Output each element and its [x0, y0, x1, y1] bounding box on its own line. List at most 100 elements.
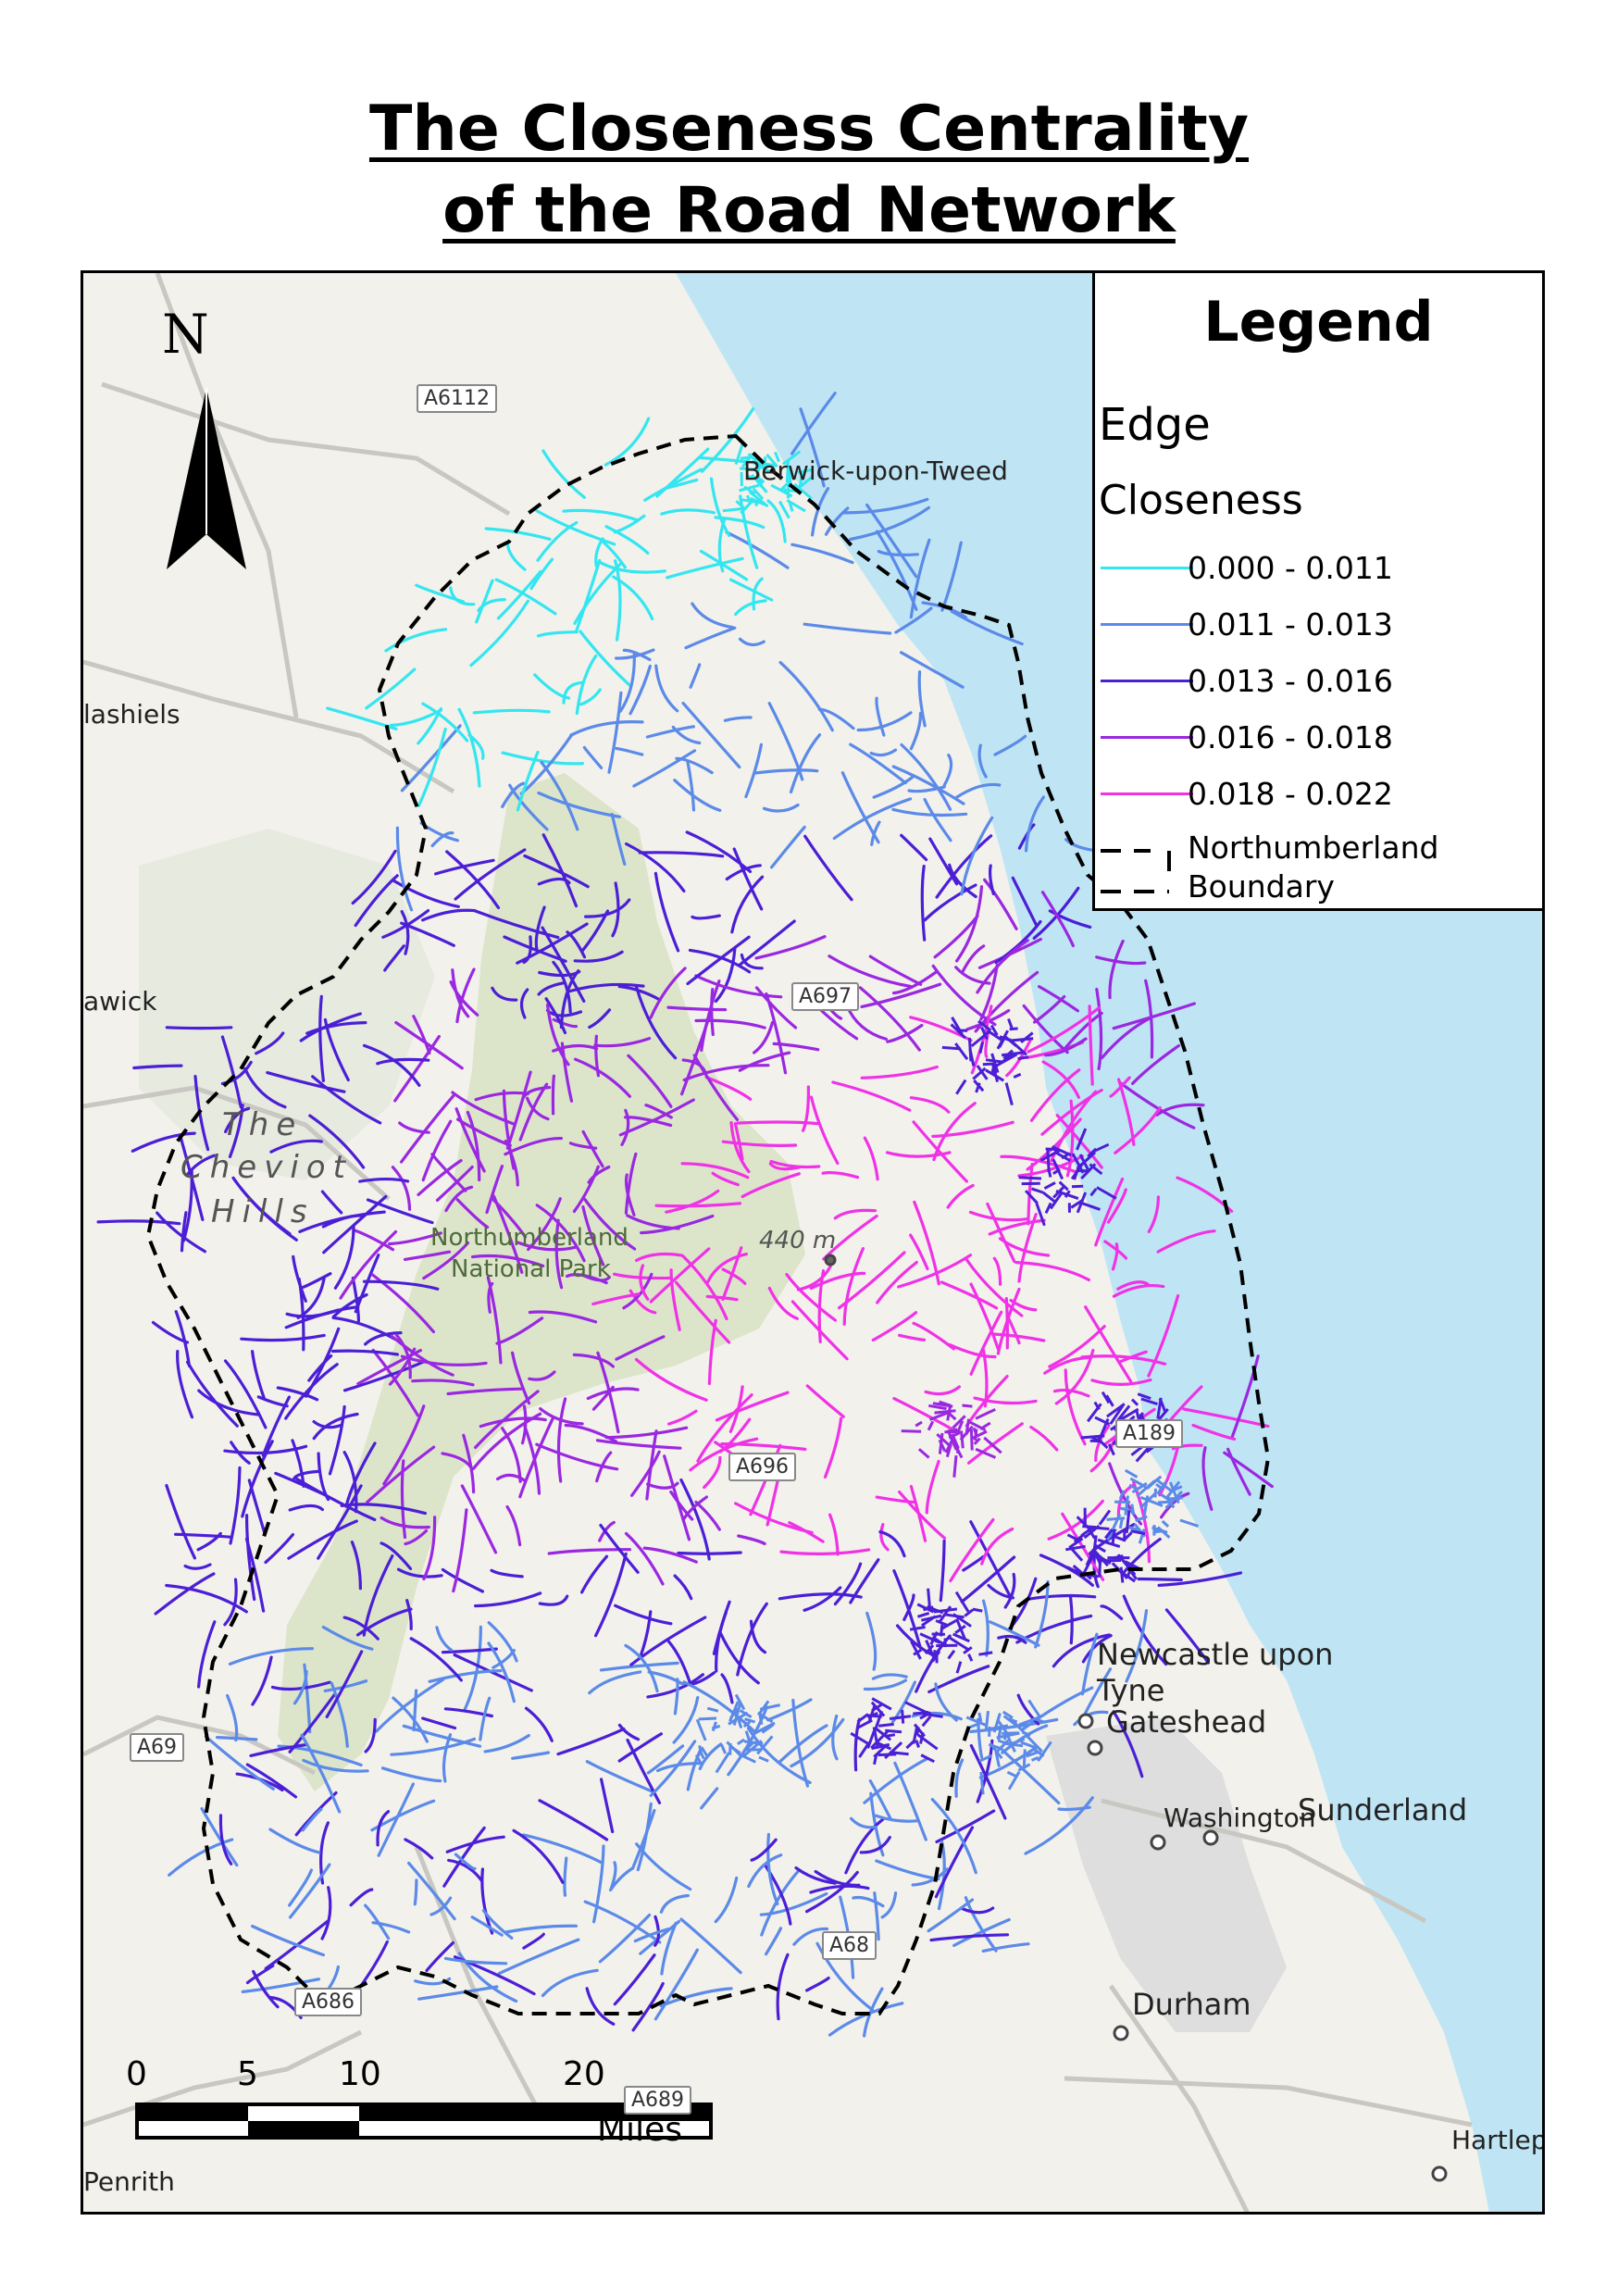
- network-edge: [421, 702, 469, 742]
- network-edge-urban: [1135, 1447, 1150, 1463]
- network-edge: [638, 851, 725, 858]
- map-canvas[interactable]: [83, 273, 1545, 2215]
- network-edge: [176, 1350, 194, 1419]
- network-edge: [302, 1272, 332, 1289]
- network-edge: [412, 1015, 431, 1055]
- network-edge: [579, 688, 602, 706]
- network-edge: [428, 1669, 503, 1683]
- road-network[interactable]: [96, 392, 1274, 2038]
- network-edge: [321, 1625, 374, 1651]
- network-edge-urban: [956, 1420, 965, 1432]
- network-edge: [602, 541, 627, 569]
- network-edge: [892, 1569, 922, 1650]
- network-edge: [622, 1272, 653, 1310]
- network-edge: [863, 1678, 908, 1691]
- network-edge-urban: [934, 1409, 956, 1415]
- network-edge: [1108, 939, 1125, 1000]
- network-edge: [680, 1162, 750, 1179]
- network-edge: [241, 1440, 274, 1518]
- network-edge-urban: [885, 1728, 902, 1734]
- network-edge: [868, 955, 923, 986]
- network-edge-urban: [990, 1062, 997, 1074]
- network-edge-urban: [901, 1429, 922, 1433]
- legend-swatch-4: [1101, 736, 1193, 739]
- network-edge: [524, 1706, 554, 1742]
- network-edge-urban: [1118, 1490, 1126, 1500]
- network-edge-urban: [947, 1649, 956, 1660]
- network-edge-urban: [1088, 1528, 1096, 1540]
- network-edge: [435, 1165, 474, 1202]
- network-edge: [1047, 1499, 1104, 1541]
- network-edge: [964, 1896, 998, 1953]
- network-edge: [890, 1680, 916, 1724]
- network-edge: [449, 586, 476, 606]
- network-edge: [666, 556, 744, 580]
- network-edge-urban: [1052, 1167, 1061, 1175]
- network-edge: [823, 1416, 843, 1479]
- title-line-2: of the Road Network: [442, 174, 1176, 247]
- network-edge: [700, 1787, 719, 1810]
- network-edge: [185, 1154, 216, 1178]
- network-edge: [487, 1621, 518, 1663]
- network-edge: [984, 1030, 989, 1058]
- network-edge-urban: [873, 1753, 878, 1766]
- network-edge: [617, 1732, 663, 1763]
- network-edge-urban: [732, 1703, 742, 1726]
- network-edge: [1027, 1005, 1101, 1054]
- network-edge: [269, 1139, 323, 1154]
- network-edge: [251, 1350, 267, 1401]
- label-hartlepool: Hartlep: [1451, 2125, 1545, 2155]
- network-edge-urban: [975, 1082, 981, 1093]
- network-edge-urban: [923, 1605, 934, 1612]
- network-edge-urban: [1089, 1188, 1098, 1197]
- network-edge: [491, 986, 518, 1002]
- network-edge: [686, 935, 751, 986]
- network-edge: [421, 1119, 453, 1182]
- network-edge: [925, 1459, 940, 1515]
- network-edge-urban: [1098, 1509, 1112, 1526]
- network-edge: [396, 1567, 443, 1578]
- network-edge: [705, 1294, 739, 1302]
- network-edge: [617, 1723, 641, 1741]
- network-edge: [679, 1479, 711, 1561]
- network-edge: [779, 1548, 871, 1555]
- network-edge: [833, 1208, 877, 1220]
- network-edge-urban: [745, 474, 765, 483]
- network-edge: [541, 926, 586, 1003]
- network-edge-urban: [1114, 1566, 1136, 1583]
- network-edge-urban: [1044, 1202, 1052, 1215]
- network-edge-urban: [736, 1716, 748, 1726]
- network-edge-urban: [1156, 1397, 1163, 1419]
- network-edge: [575, 558, 602, 633]
- network-edge: [632, 749, 697, 788]
- network-edge: [988, 1218, 1046, 1236]
- network-edge: [362, 1043, 421, 1087]
- network-edge-urban: [885, 1733, 896, 1738]
- network-edge-urban: [1049, 1191, 1064, 1210]
- network-edge-urban: [890, 1751, 909, 1756]
- network-edge: [585, 1987, 616, 2026]
- network-edge-urban: [915, 1727, 920, 1736]
- network-edge-urban: [1096, 1186, 1117, 1200]
- network-edge: [633, 1928, 671, 1943]
- network-edge: [891, 765, 965, 805]
- legend-class-2: 0.011 - 0.013: [1095, 603, 1542, 649]
- network-edge: [197, 1620, 217, 1689]
- network-edge: [394, 1333, 412, 1379]
- network-edge-urban: [964, 1608, 975, 1617]
- network-edge: [714, 946, 737, 1003]
- network-edge: [994, 919, 1042, 965]
- network-edge: [970, 1004, 993, 1075]
- network-edge: [875, 1495, 916, 1504]
- network-edge: [700, 406, 755, 473]
- network-edge: [1094, 1424, 1111, 1462]
- network-edge-urban: [935, 1619, 949, 1628]
- network-edge-urban: [706, 1706, 719, 1713]
- legend-title: Legend: [1203, 290, 1434, 355]
- network-edge: [1171, 1443, 1203, 1451]
- network-edge: [274, 1471, 328, 1497]
- network-edge: [599, 1523, 640, 1574]
- network-edge: [350, 1541, 362, 1591]
- network-edge: [583, 1900, 662, 1944]
- network-edge-urban: [1078, 1201, 1101, 1211]
